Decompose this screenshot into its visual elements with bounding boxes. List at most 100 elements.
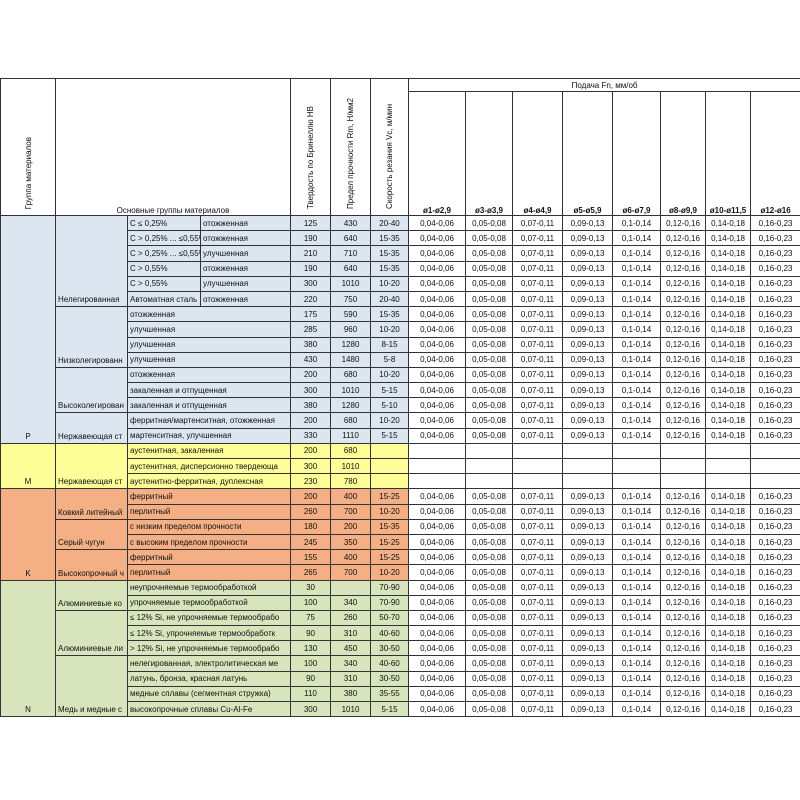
feed-value: 0,05-0,08 xyxy=(465,260,514,277)
feed-value: 0,07-0,11 xyxy=(512,549,564,566)
feed-value: 0,12-0,16 xyxy=(660,290,707,308)
material-description: нелегированная, электролитическая ме xyxy=(126,655,292,672)
feed-value: 0,05-0,08 xyxy=(465,670,514,687)
heat-treatment: отожженная xyxy=(199,230,292,247)
feed-value: 0,07-0,11 xyxy=(512,306,564,323)
header-feed-diameter: ø12-ø16 xyxy=(750,91,800,216)
feed-value xyxy=(562,457,614,475)
tensile-strength-rm: 680 xyxy=(330,412,372,429)
feed-value: 0,12-0,16 xyxy=(660,260,707,277)
feed-value: 0,1-0,14 xyxy=(612,427,662,444)
feed-value: 0,14-0,18 xyxy=(705,321,752,338)
carbon-content: C > 0,25% ... ≤0,55% xyxy=(127,230,201,247)
feed-value: 0,14-0,18 xyxy=(705,366,752,384)
hardness-hb: 380 xyxy=(290,397,332,414)
material-subgroup: Медь и медные с xyxy=(55,655,128,718)
material-description: неупрочняемые термообработкой xyxy=(126,579,292,596)
cutting-speed-vc: 10-20 xyxy=(370,366,410,384)
tensile-strength-rm: 700 xyxy=(330,564,372,581)
feed-value: 0,16-0,23 xyxy=(750,564,800,581)
feed-value: 0,04-0,06 xyxy=(408,625,467,642)
feed-value: 0,09-0,13 xyxy=(562,230,614,247)
table-row: Автоматная сталь отожженная 220 750 20-40 0,0… xyxy=(1,290,800,308)
feed-value: 0,05-0,08 xyxy=(465,488,514,505)
tensile-strength-rm: 380 xyxy=(330,685,372,703)
material-description: перлитный xyxy=(126,503,292,520)
feed-value: 0,14-0,18 xyxy=(705,412,752,429)
feed-value: 0,07-0,11 xyxy=(512,609,564,627)
feed-value xyxy=(562,473,614,490)
feed-value: 0,04-0,06 xyxy=(408,382,467,399)
material-group-code: N xyxy=(0,579,56,718)
hardness-hb: 430 xyxy=(290,351,332,368)
carbon-content: C ≤ 0,25% xyxy=(127,214,201,232)
header-vc-label: Скорость резания Vc, м/мин xyxy=(385,104,395,209)
feed-value: 0,16-0,23 xyxy=(750,518,800,535)
hardness-hb: 200 xyxy=(290,412,332,429)
feed-value: 0,05-0,08 xyxy=(465,382,514,399)
table-row: улучшенная 285 960 10-20 0,04-0,06 0,05-0,08 0… xyxy=(1,321,800,338)
hardness-hb: 380 xyxy=(290,336,332,353)
feed-value: 0,04-0,06 xyxy=(408,549,467,566)
feed-value: 0,16-0,23 xyxy=(750,336,800,353)
feed-value: 0,12-0,16 xyxy=(660,397,707,414)
feed-value: 0,09-0,13 xyxy=(562,382,614,399)
material-description: отожженная xyxy=(126,366,292,384)
material-description: аустенитная, дисперсионно твердеюща xyxy=(126,457,292,475)
carbon-content: C > 0,55% xyxy=(127,275,201,292)
feed-value: 0,09-0,13 xyxy=(562,655,614,672)
table-row: ≤ 12% Si, упрочняемые термообработк 90 310… xyxy=(1,625,800,642)
feed-value: 0,12-0,16 xyxy=(660,579,707,596)
material-subgroup: Алюминиевые ко xyxy=(55,579,128,611)
cutting-speed-vc: 70-90 xyxy=(370,579,410,596)
feed-value: 0,04-0,06 xyxy=(408,427,467,444)
feed-value: 0,14-0,18 xyxy=(705,306,752,323)
feed-value: 0,07-0,11 xyxy=(512,351,564,368)
feed-value: 0,1-0,14 xyxy=(612,488,662,505)
feed-value: 0,16-0,23 xyxy=(750,488,800,505)
table-row: P Нелегированная C ≤ 0,25% отожженная 125 430… xyxy=(0,214,800,444)
feed-value: 0,14-0,18 xyxy=(705,290,752,308)
cutting-speed-vc: 15-35 xyxy=(370,230,410,247)
material-description: перлитный xyxy=(126,564,292,581)
tensile-strength-rm: 350 xyxy=(330,533,372,551)
cutting-speed-vc: 15-25 xyxy=(370,549,410,566)
hardness-hb: 100 xyxy=(290,655,332,672)
material-description: упрочняемые термообработкой xyxy=(126,594,292,611)
feed-value xyxy=(465,473,514,490)
feed-value: 0,09-0,13 xyxy=(562,488,614,505)
heat-treatment: отожженная xyxy=(199,214,292,232)
material-subgroup: Низколегированн xyxy=(55,306,128,368)
feed-value: 0,1-0,14 xyxy=(612,290,662,308)
feed-value: 0,04-0,06 xyxy=(408,290,467,308)
carbon-content: Автоматная сталь xyxy=(127,290,201,308)
tensile-strength-rm: 640 xyxy=(330,260,372,277)
hardness-hb: 245 xyxy=(290,533,332,551)
table-row: Высоколегирован отожженная 200 680 10-20 0,04… xyxy=(1,366,800,414)
feed-value: 0,05-0,08 xyxy=(465,366,514,384)
cutting-speed-vc: 30-50 xyxy=(370,640,410,657)
feed-value: 0,14-0,18 xyxy=(705,230,752,247)
cutting-speed-vc: 40-60 xyxy=(370,625,410,642)
header-feed-diameter: ø6-ø7,9 xyxy=(612,91,662,216)
feed-value: 0,04-0,06 xyxy=(408,685,467,703)
feed-value: 0,09-0,13 xyxy=(562,260,614,277)
feed-value xyxy=(612,457,662,475)
hardness-hb: 155 xyxy=(290,549,332,566)
material-description: с низким пределом прочности xyxy=(126,518,292,535)
feed-value: 0,12-0,16 xyxy=(660,533,707,551)
cutting-speed-vc: 20-40 xyxy=(370,214,410,232)
feed-value: 0,09-0,13 xyxy=(562,549,614,566)
cutting-speed-vc: 15-25 xyxy=(370,533,410,551)
hardness-hb: 175 xyxy=(290,306,332,323)
material-group-code: P xyxy=(0,215,56,444)
feed-value: 0,04-0,06 xyxy=(408,245,467,262)
feed-value: 0,1-0,14 xyxy=(612,382,662,399)
material-description: ферритный xyxy=(126,488,292,505)
feed-value: 0,04-0,06 xyxy=(408,533,467,551)
hardness-hb: 300 xyxy=(290,457,332,475)
material-description: латунь, бронза, красная латунь xyxy=(126,670,292,687)
feed-value: 0,09-0,13 xyxy=(562,366,614,384)
table-row: мартенситная, улучшенная 330 1110 5-15 0,04-… xyxy=(1,427,800,444)
feed-value: 0,14-0,18 xyxy=(705,245,752,262)
